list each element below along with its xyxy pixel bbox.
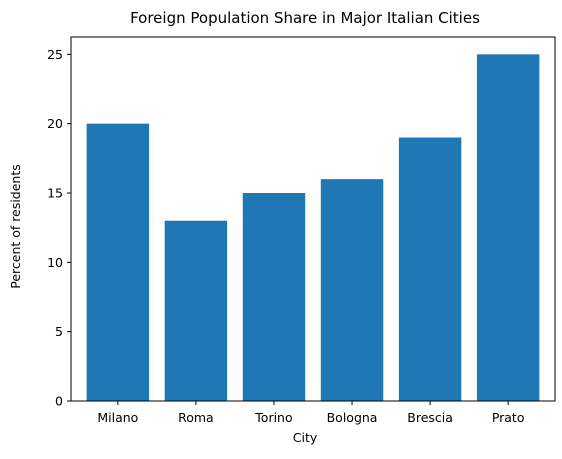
y-tick-label: 10: [47, 255, 63, 270]
plot-frame: [70, 36, 556, 402]
x-axis-label: City: [293, 430, 318, 445]
x-tick-label: Torino: [254, 410, 292, 425]
bar-bologna: [320, 179, 384, 401]
bar-milano: [86, 123, 150, 402]
x-tick-label: Roma: [178, 410, 214, 425]
y-axis-label: Percent of residents: [8, 164, 23, 289]
x-tick-label: Brescia: [407, 410, 453, 425]
y-tick-label: 0: [55, 394, 63, 409]
y-tick-label: 25: [47, 47, 63, 62]
chart-title: Foreign Population Share in Major Italia…: [130, 9, 480, 27]
y-tick-label: 5: [55, 324, 63, 339]
bar-prato: [476, 54, 540, 401]
x-tick-label: Bologna: [327, 410, 378, 425]
bar-torino: [242, 193, 306, 401]
y-axis-ticks: 0 5 10 15 20 25: [47, 47, 71, 409]
bar-roma: [164, 220, 228, 401]
y-tick-label: 20: [47, 116, 63, 131]
x-axis-ticks: Milano Roma Torino Bologna Brescia Prato: [97, 401, 524, 425]
y-tick-label: 15: [47, 186, 63, 201]
bar-brescia: [398, 137, 462, 401]
x-tick-label: Milano: [97, 410, 138, 425]
x-tick-label: Prato: [492, 410, 525, 425]
bars-group: [86, 54, 540, 402]
